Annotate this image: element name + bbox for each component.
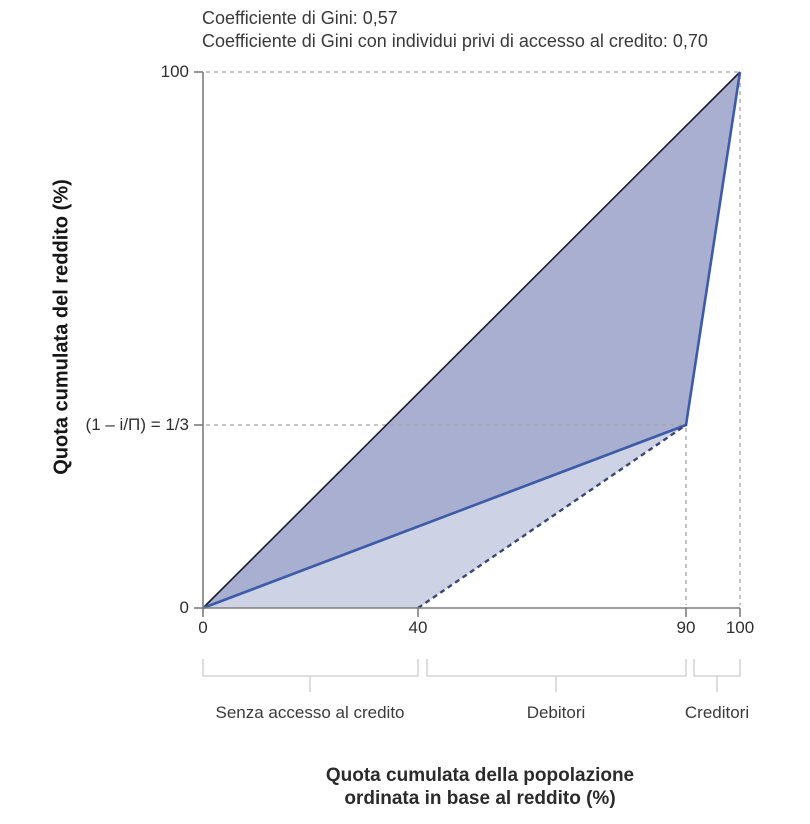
bracket-debitori (426, 659, 687, 692)
x-tick-label-0: 0 (198, 618, 208, 637)
gini-coefficient-no-credit-label: Coefficiente di Gini con individui privi… (202, 31, 708, 51)
bracket-senza-accesso (202, 659, 419, 692)
axes (194, 71, 741, 617)
x-axis-title-line1: Quota cumulata della popolazione (325, 765, 635, 786)
group-label-senza-accesso: Senza accesso al credito (215, 703, 405, 722)
bracket-creditori (693, 659, 741, 692)
population-group-brackets (202, 659, 741, 692)
x-tick-label-90: 90 (676, 618, 696, 637)
group-label-debitori: Debitori (526, 703, 586, 722)
x-tick-label-40: 40 (408, 618, 428, 637)
lorenz-curve-dotted-no-credit (417, 424, 687, 609)
y-axis-title: Quota cumulata del reddito (%) (50, 179, 73, 475)
group-label-creditori: Creditori (684, 703, 750, 722)
x-tick-label-100: 100 (725, 618, 755, 637)
y-tick-label-100: 100 (160, 62, 189, 81)
dashed-guide-lines (206, 71, 741, 605)
x-axis-title: Quota cumulata della popolazione ordinat… (326, 764, 634, 810)
gini-coefficient-label: Coefficiente di Gini: 0,57 (202, 8, 398, 28)
equality-line (202, 71, 741, 609)
y-tick-label-0: 0 (179, 598, 189, 617)
x-axis-title-line2: ordinata in base al reddito (%) (344, 788, 616, 809)
y-tick-label-one-third: (1 – i/Π) = 1/3 (85, 415, 189, 434)
